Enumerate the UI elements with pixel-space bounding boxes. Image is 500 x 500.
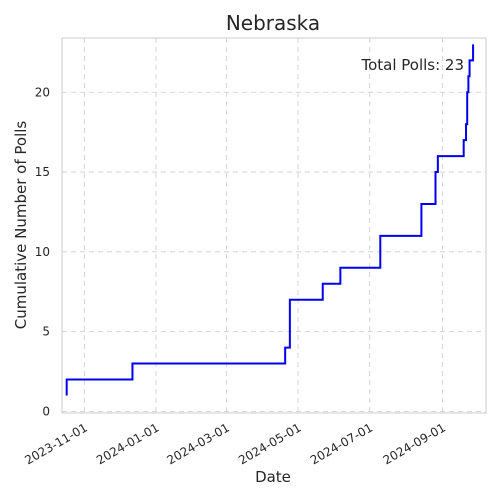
x-axis-label: Date bbox=[255, 468, 291, 486]
series-line bbox=[65, 44, 475, 396]
y-tick-label: 0 bbox=[42, 404, 50, 418]
series-line-layer bbox=[65, 44, 475, 396]
y-axis-label: Cumulative Number of Polls bbox=[12, 121, 30, 330]
x-tick-label: 2024-09-01 bbox=[381, 420, 448, 467]
plot-area bbox=[61, 37, 487, 414]
total-polls-annotation: Total Polls: 23 bbox=[360, 56, 464, 74]
x-tick-label: 2024-07-01 bbox=[308, 420, 375, 467]
x-tick-label: 2024-03-01 bbox=[165, 420, 232, 467]
chart-title: Nebraska bbox=[226, 11, 320, 35]
grid bbox=[62, 38, 486, 413]
x-tick-label: 2023-11-01 bbox=[22, 420, 89, 467]
x-tick-labels: 2023-11-01 2024-01-01 2024-03-01 2024-05-01… bbox=[22, 420, 448, 467]
y-tick-label: 10 bbox=[35, 245, 50, 259]
y-tick-labels: 0 5 10 15 20 bbox=[35, 85, 50, 418]
x-tick-label: 2024-05-01 bbox=[236, 420, 303, 467]
y-tick-label: 20 bbox=[35, 85, 50, 99]
y-tick-label: 15 bbox=[35, 165, 50, 179]
x-tick-label: 2024-01-01 bbox=[94, 420, 161, 467]
y-tick-label: 5 bbox=[42, 325, 50, 339]
